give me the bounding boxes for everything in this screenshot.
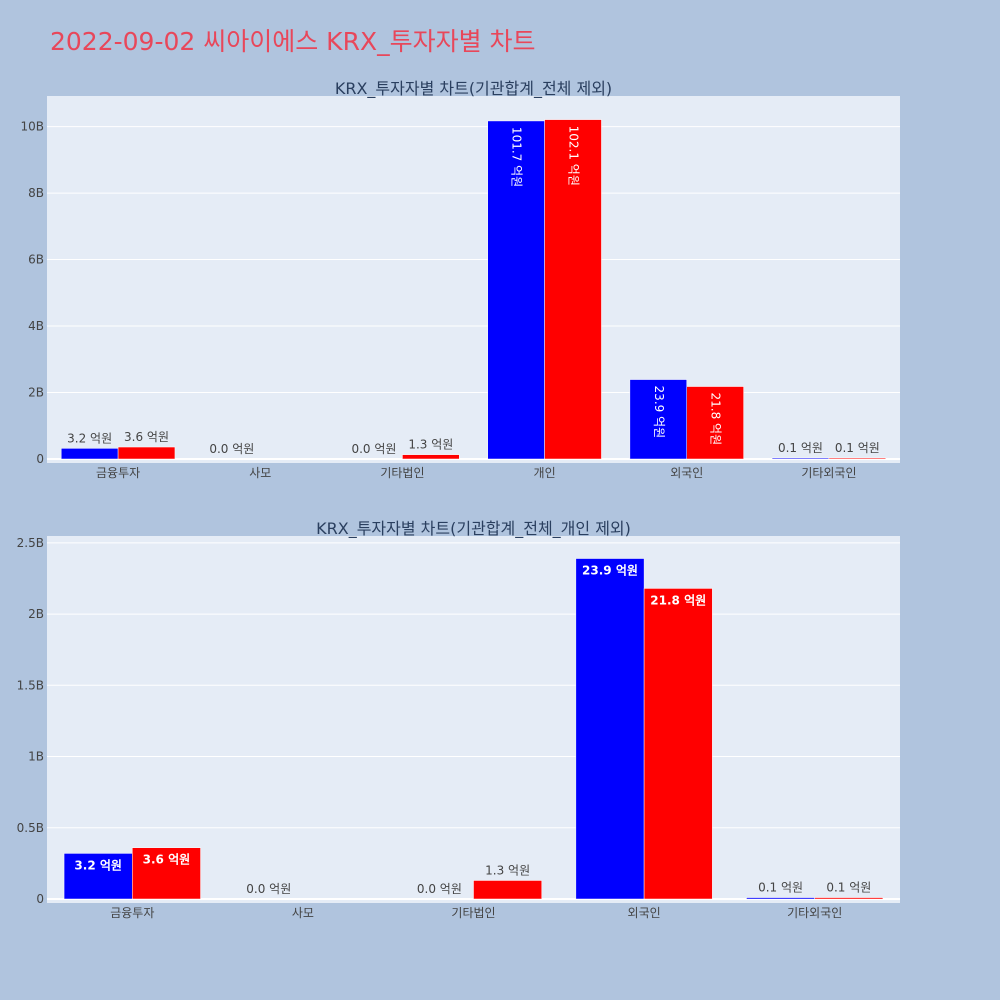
data-label: 101.7 억원 [510, 127, 524, 187]
x-tick-label: 기타법인 [451, 906, 495, 920]
data-label: 3.6 억원 [124, 430, 169, 444]
bar [544, 119, 602, 460]
data-label: 0.1 억원 [778, 441, 823, 455]
page-title: 2022-09-02 씨아이에스 KRX_투자자별 차트 [50, 27, 536, 56]
data-label: 21.8 억원 [650, 593, 706, 607]
y-tick-label: 2B [28, 607, 44, 621]
x-tick-label: 외국인 [670, 466, 703, 480]
y-tick-label: 1.5B [17, 678, 44, 692]
y-tick-label: 0 [36, 892, 44, 906]
data-label: 0.0 억원 [351, 442, 396, 456]
x-tick-label: 외국인 [628, 906, 661, 920]
x-tick-label: 기타법인 [380, 466, 424, 480]
data-label: 3.2 억원 [74, 858, 122, 872]
x-tick-label: 사모 [292, 906, 314, 920]
data-label: 0.0 억원 [417, 882, 462, 896]
data-label: 3.6 억원 [143, 853, 191, 867]
x-tick-label: 기타외국인 [787, 906, 842, 920]
data-label: 23.9 억원 [582, 564, 638, 578]
bar [473, 880, 542, 900]
data-label: 1.3 억원 [485, 863, 530, 877]
data-label: 3.2 억원 [67, 431, 112, 445]
plot-area [47, 96, 900, 463]
y-tick-label: 0 [36, 452, 44, 466]
y-tick-label: 0.5B [17, 821, 44, 835]
bar [686, 386, 744, 460]
plot-area [47, 536, 900, 903]
data-label: 0.1 억원 [835, 441, 880, 455]
y-tick-label: 8B [28, 186, 44, 200]
data-label: 0.0 억원 [209, 442, 254, 456]
y-tick-label: 4B [28, 319, 44, 333]
bar [575, 558, 645, 900]
chart-2: 0 0.5B 1B 1.5B 2B 2.5B KRX_투자자별 차트(기관합계_전체_개인 … [17, 519, 900, 920]
data-label: 0.1 억원 [758, 881, 803, 895]
bar [117, 446, 176, 460]
data-label: 0.0 억원 [246, 882, 291, 896]
bar [60, 448, 119, 460]
chart-title: KRX_투자자별 차트(기관합계_전체 제외) [335, 79, 612, 99]
data-label: 1.3 억원 [408, 438, 453, 452]
data-label: 102.1 억원 [567, 126, 581, 186]
x-tick-label: 개인 [534, 466, 556, 480]
bar [771, 457, 830, 460]
chart-title: KRX_투자자별 차트(기관합계_전체_개인 제외) [316, 519, 631, 539]
data-label: 23.9 억원 [652, 386, 666, 439]
x-tick-label: 기타외국인 [801, 466, 856, 480]
bar [629, 379, 688, 460]
y-tick-label: 2.5B [17, 536, 44, 550]
y-tick-label: 10B [20, 120, 44, 134]
bar [402, 454, 460, 460]
y-tick-label: 2B [28, 386, 44, 400]
x-tick-label: 금융투자 [110, 906, 154, 920]
y-tick-label: 6B [28, 253, 44, 267]
data-label: 21.8 억원 [709, 393, 723, 446]
bar [828, 457, 887, 460]
chart-1: 0 2B 4B 6B 8B 10B KRX_투자자별 차트(기관합계_전체 제외) 금융투자 3… [20, 79, 900, 480]
bar [643, 588, 713, 900]
bar [132, 847, 201, 900]
x-tick-label: 금융투자 [96, 466, 140, 480]
data-label: 0.1 억원 [826, 881, 871, 895]
bar [746, 897, 815, 900]
y-tick-label: 1B [28, 750, 44, 764]
x-tick-label: 사모 [249, 466, 271, 480]
bar [814, 897, 884, 900]
